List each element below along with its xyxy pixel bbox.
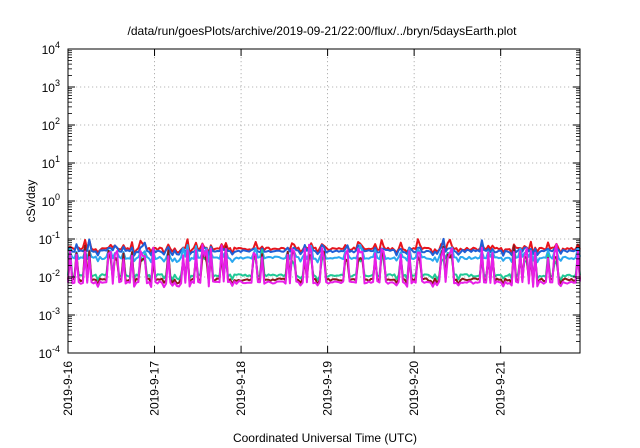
chart-title: /data/run/goesPlots/archive/2019-09-21/2… [128, 24, 518, 38]
y-tick-label: 100 [42, 192, 60, 209]
x-axis-label: Coordinated Universal Time (UTC) [233, 431, 417, 445]
y-axis-label: cSv/day [24, 180, 38, 223]
series-layer [67, 237, 581, 289]
y-tick-label: 10-3 [39, 306, 60, 323]
y-tick-label: 103 [42, 78, 60, 95]
x-tick-label: 2019-9-17 [148, 361, 162, 416]
x-tick-label: 2019-9-21 [494, 361, 508, 416]
grid-layer [68, 49, 580, 353]
y-tick-label: 102 [42, 116, 60, 133]
x-tick-label: 2019-9-18 [234, 361, 248, 416]
x-tick-label: 2019-9-19 [321, 361, 335, 416]
y-tick-label: 10-1 [39, 230, 60, 247]
tick-layer: 10-4 10-3 10-2 10-1 100 101 102 103 104 2019-9-16… [39, 40, 580, 416]
x-tick-label: 2019-9-20 [407, 361, 421, 416]
y-tick-label: 10-2 [39, 268, 60, 285]
y-tick-label: 101 [42, 154, 60, 171]
x-tick-label: 2019-9-16 [61, 361, 75, 416]
series-line-5 [67, 243, 581, 289]
y-tick-label: 10-4 [39, 344, 60, 361]
y-tick-label: 104 [42, 40, 60, 57]
